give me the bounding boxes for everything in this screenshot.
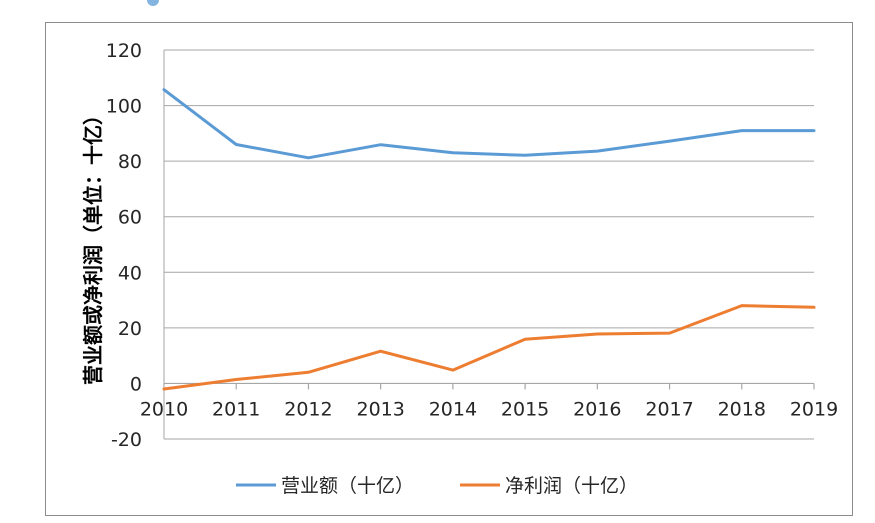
x-axis — [163, 382, 815, 390]
x-tick-label: 2014 — [429, 398, 477, 420]
gridlines — [163, 49, 814, 440]
series-lines — [162, 88, 816, 391]
y-tick-label: 80 — [118, 151, 142, 173]
x-tick-label: 2018 — [718, 398, 766, 420]
legend: 营业额（十亿） 净利润（十亿） — [236, 475, 638, 497]
x-tick-label: 2013 — [356, 398, 404, 420]
series-line-1 — [162, 88, 816, 160]
y-tick-labels: -20 0 20 40 60 80 100 120 — [106, 40, 142, 451]
y-tick-label: 100 — [106, 96, 142, 118]
series-line-2 — [162, 304, 816, 391]
legend-label: 营业额（十亿） — [281, 475, 414, 497]
y-tick-label: 20 — [118, 318, 142, 340]
x-tick-label: 2016 — [573, 398, 621, 420]
x-tick-label: 2017 — [645, 398, 693, 420]
chart-frame — [45, 22, 853, 516]
y-axis-label: 营业额或净利润（单位：十亿） — [81, 105, 105, 385]
x-tick-label: 2015 — [501, 398, 549, 420]
decorative-mark — [147, 0, 159, 6]
y-tick-label: 120 — [106, 40, 142, 62]
y-tick-label: 40 — [118, 262, 142, 284]
y-tick-label: 60 — [118, 207, 142, 229]
x-tick-label: 2010 — [140, 398, 188, 420]
x-tick-label: 2019 — [790, 398, 838, 420]
y-tick-label: -20 — [111, 429, 142, 451]
x-tick-labels: 2010 2011 2012 2013 2014 2015 2016 2017 2018 2019 — [140, 398, 838, 420]
x-tick-label: 2012 — [284, 398, 332, 420]
x-tick-label: 2011 — [212, 398, 260, 420]
legend-label: 净利润（十亿） — [505, 475, 638, 497]
y-tick-label: 0 — [130, 373, 142, 395]
